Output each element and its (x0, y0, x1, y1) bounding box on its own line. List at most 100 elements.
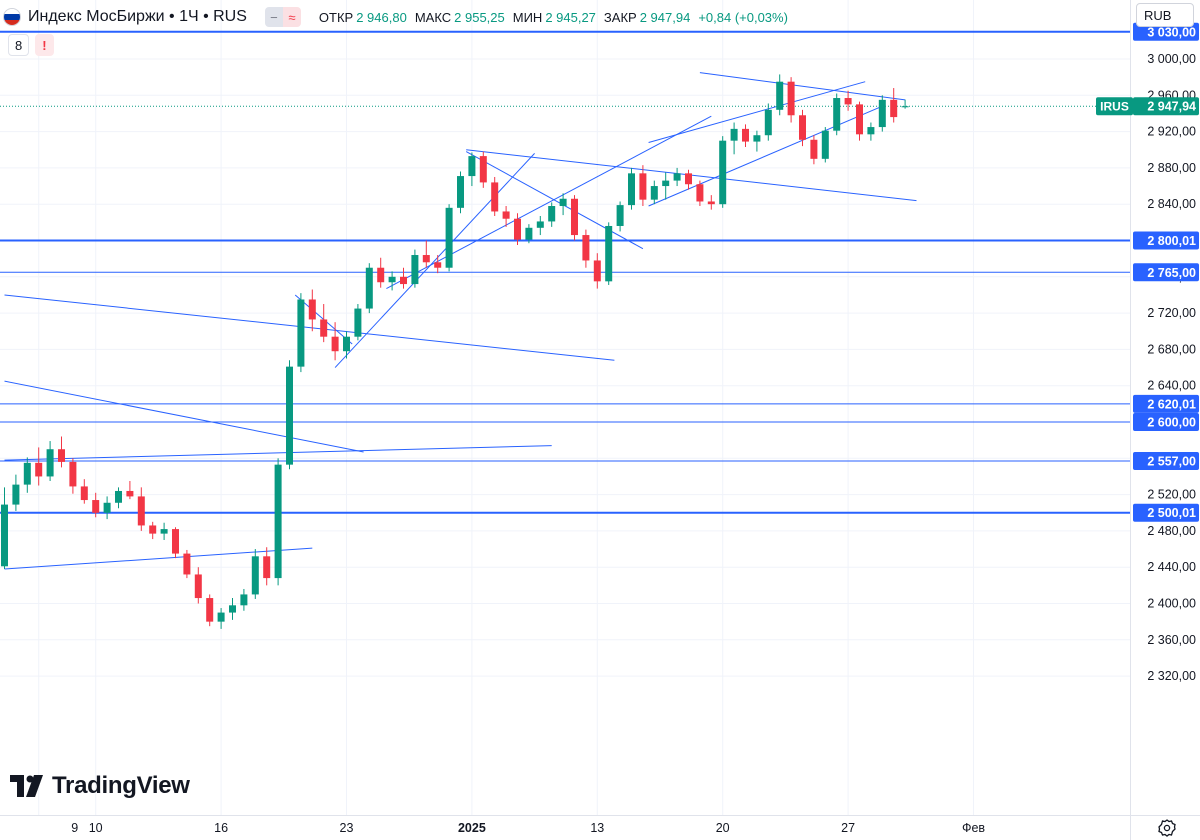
candle-body[interactable] (536, 221, 544, 228)
trendline[interactable] (4, 380, 364, 453)
candle-body[interactable] (320, 319, 328, 337)
trendline[interactable] (334, 153, 535, 368)
candle-body[interactable] (365, 267, 373, 309)
candle-body[interactable] (80, 486, 88, 501)
candle-body[interactable] (183, 553, 191, 575)
settings-icon[interactable] (1158, 819, 1176, 837)
candle-body[interactable] (764, 109, 772, 136)
candle-body[interactable] (878, 99, 886, 128)
candle-body[interactable] (331, 336, 339, 352)
candle-body[interactable] (662, 180, 670, 187)
candle-body[interactable] (388, 276, 396, 283)
trendline[interactable] (4, 547, 313, 570)
candle-body[interactable] (901, 106, 909, 108)
candle-body[interactable] (229, 605, 236, 613)
candle-body[interactable] (149, 525, 157, 534)
trendline[interactable] (648, 81, 866, 143)
candle-body[interactable] (172, 529, 179, 554)
candle-body[interactable] (650, 186, 658, 200)
candle-body[interactable] (58, 449, 65, 462)
candle-body[interactable] (799, 115, 806, 140)
candle-body[interactable] (263, 556, 271, 579)
candle-body[interactable] (628, 173, 635, 206)
trendline[interactable] (386, 115, 712, 290)
candle-body[interactable] (548, 206, 556, 222)
trendline[interactable] (4, 445, 552, 461)
candle-body[interactable] (1, 504, 8, 567)
tradingview-logo[interactable]: TradingView (10, 772, 190, 800)
candle-body[interactable] (297, 299, 305, 367)
candle-body[interactable] (559, 198, 567, 207)
candle-body[interactable] (593, 260, 601, 282)
candle-body[interactable] (457, 176, 464, 208)
currency-select[interactable]: RUB (1136, 3, 1194, 27)
trendline[interactable] (4, 294, 615, 361)
candle-body[interactable] (525, 227, 533, 240)
candle-body[interactable] (137, 496, 145, 526)
candle-body[interactable] (400, 276, 407, 285)
candle-body[interactable] (160, 529, 168, 534)
candle-body[interactable] (434, 262, 442, 268)
candle-body[interactable] (103, 502, 111, 513)
trendline[interactable] (465, 151, 644, 250)
candle-body[interactable] (286, 366, 293, 465)
compare-icon[interactable]: ≈ (282, 7, 301, 27)
series-toggle[interactable]: − ≈ (264, 7, 301, 27)
candle-body[interactable] (810, 139, 818, 159)
candle-body[interactable] (685, 173, 692, 185)
candle-body[interactable] (206, 598, 214, 622)
candle-body[interactable] (240, 594, 248, 606)
candle-body[interactable] (12, 484, 20, 505)
candle-body[interactable] (639, 173, 647, 200)
symbol-title[interactable]: Индекс МосБиржи • 1Ч • RUS (28, 8, 247, 25)
candle-body[interactable] (730, 128, 738, 141)
candle-body[interactable] (422, 255, 430, 263)
candle-body[interactable] (707, 201, 715, 205)
candle-body[interactable] (251, 556, 259, 595)
candle-body[interactable] (115, 490, 122, 503)
candle-body[interactable] (514, 218, 521, 240)
candle-body[interactable] (217, 612, 225, 622)
candle-body[interactable] (274, 464, 282, 579)
candle-body[interactable] (411, 255, 419, 285)
candle-body[interactable] (308, 299, 316, 320)
candle-body[interactable] (742, 128, 749, 142)
warning-icon[interactable]: ! (35, 34, 54, 56)
candle-body[interactable] (856, 104, 863, 135)
candle-body[interactable] (479, 156, 487, 183)
candle-body[interactable] (821, 130, 829, 159)
candle-body[interactable] (445, 207, 453, 268)
candle-body[interactable] (582, 235, 590, 261)
trendline[interactable] (648, 105, 883, 207)
candle-body[interactable] (696, 184, 704, 202)
candle-body[interactable] (377, 267, 385, 283)
candle-body[interactable] (776, 81, 784, 110)
candle-body[interactable] (92, 500, 100, 513)
candle-body[interactable] (354, 308, 362, 337)
candle-body[interactable] (719, 140, 727, 205)
candle-body[interactable] (890, 99, 898, 118)
candle-body[interactable] (69, 461, 77, 487)
candle-body[interactable] (571, 198, 578, 236)
candle-body[interactable] (468, 156, 476, 177)
candle-body[interactable] (46, 449, 54, 477)
candle-body[interactable] (753, 135, 761, 142)
hide-series-icon[interactable]: − (264, 7, 283, 27)
candle-body[interactable] (787, 81, 795, 116)
indicator-count-button[interactable]: 8 (8, 34, 30, 56)
candle-body[interactable] (673, 173, 681, 181)
candle-body[interactable] (491, 182, 499, 212)
candle-body[interactable] (616, 205, 624, 226)
candle-body[interactable] (867, 127, 875, 135)
trendline[interactable] (699, 72, 906, 101)
candle-body[interactable] (35, 462, 43, 477)
candle-body[interactable] (23, 462, 31, 485)
candle-body[interactable] (844, 98, 852, 105)
candle-body[interactable] (502, 211, 510, 219)
candle-body[interactable] (833, 98, 841, 131)
candle-body[interactable] (343, 336, 350, 352)
candle-body[interactable] (126, 490, 134, 497)
candle-body[interactable] (194, 574, 202, 599)
candle-body[interactable] (605, 225, 613, 282)
